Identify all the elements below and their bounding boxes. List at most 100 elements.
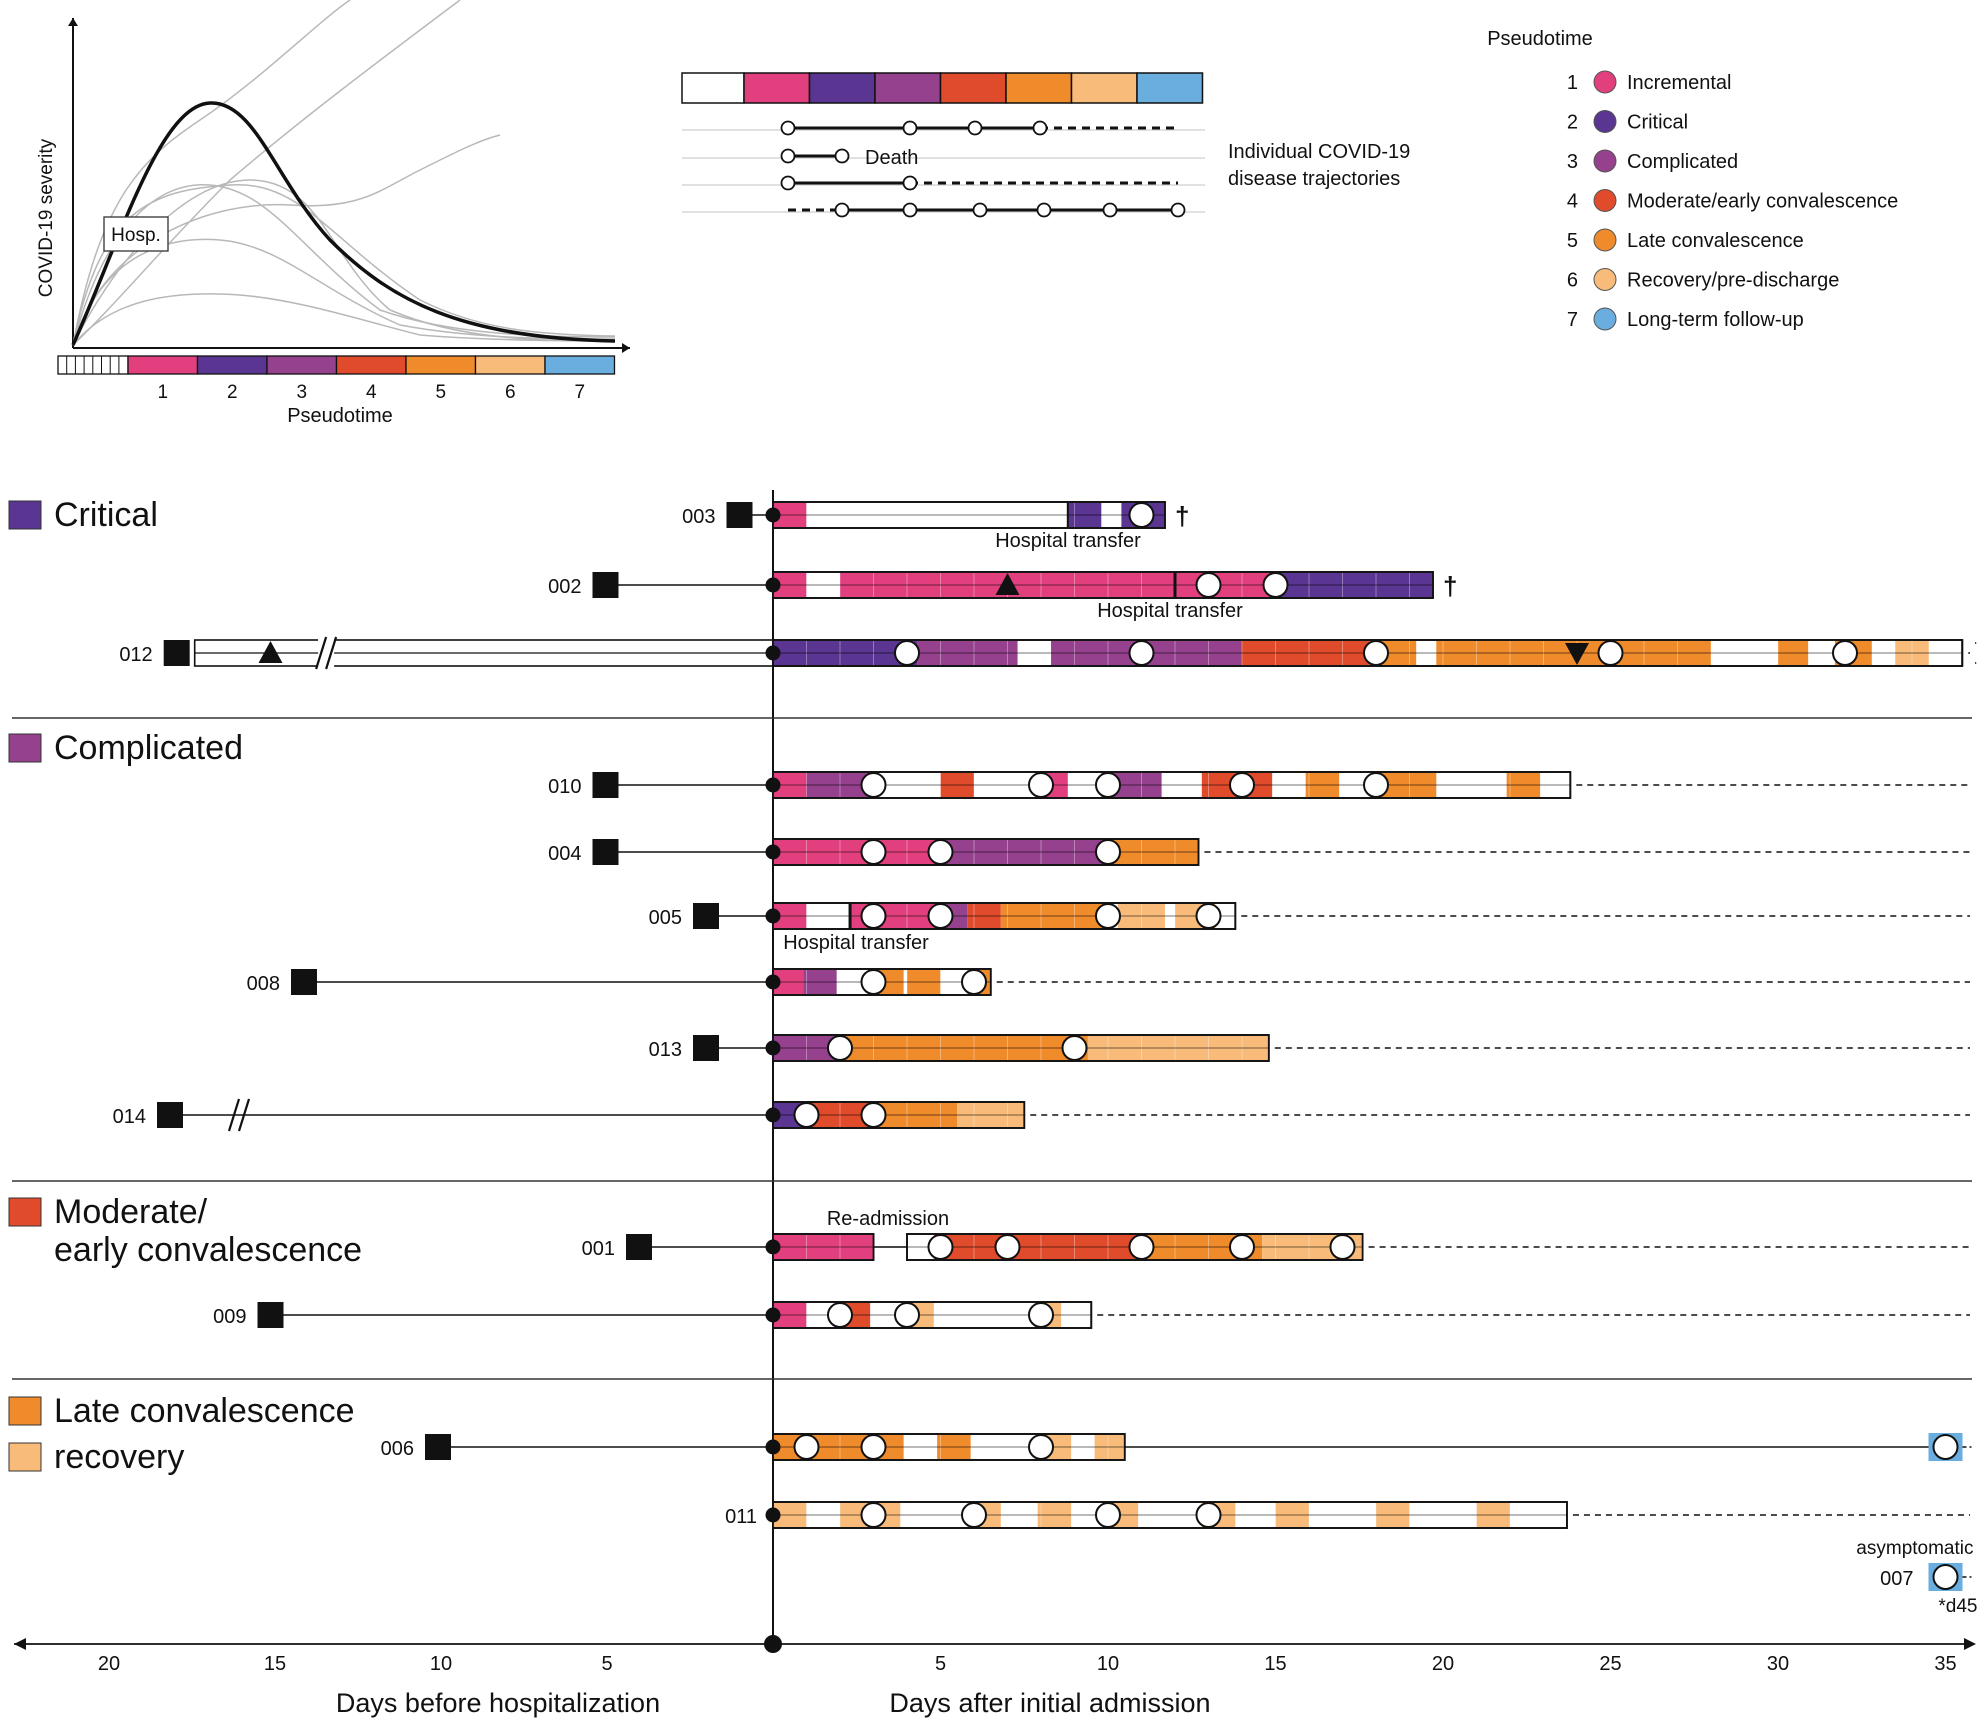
sample-circle [961,969,987,995]
patient-row-009: 009 [213,1301,1970,1329]
symptom-onset-square [592,572,619,598]
patient-row-010: 010 [548,771,1970,799]
sample-circle [894,1302,920,1328]
inset-x-arrow [622,343,630,353]
sample-circle [1128,1234,1155,1260]
patient-id: 004 [548,843,581,865]
inset-pseudotime-tick: 3 [296,382,307,403]
patient-row-013: 013 [649,1034,1970,1062]
group-color-square [8,1197,42,1227]
sample-circle [1363,640,1389,666]
inset-trajectory-curve [72,0,351,346]
event-triangle-up [995,573,1020,595]
sample-circle [793,1102,820,1128]
sample-circle [1095,839,1121,865]
patient-row-006: 006 [381,1433,1972,1461]
sample-circle [927,1234,954,1260]
hospital-stay-outline [906,1233,1364,1261]
patient-id: 008 [247,973,280,995]
group-color-square [8,733,42,763]
death-dagger: † [1443,571,1457,601]
patient-id: 005 [649,907,682,929]
demo-pseudotime-block [743,72,811,104]
admission-dot [765,577,781,593]
legend-label: Critical [1627,112,1688,134]
sample-circle [927,903,954,929]
demo-sample-circle [834,148,850,164]
legend-color-dot [1593,110,1617,133]
legend-color-dot [1593,268,1617,291]
legend-label: Incremental [1627,72,1732,94]
sample-circle [860,1434,887,1460]
group-label: Late convalescence [54,1392,355,1430]
sample-circle [1028,1302,1054,1328]
demo-sample-circle [902,175,918,191]
after-tick-label: 30 [1767,1653,1789,1675]
sample-circle [1128,640,1155,666]
patient-row-004: 004 [548,838,1970,866]
legend-number: 1 [1567,72,1578,94]
legend-number: 3 [1567,151,1578,173]
patient-id: 006 [381,1438,414,1460]
symptom-onset-square [592,772,619,798]
event-triangle-down [1565,643,1589,665]
inset-pseudotime-tick: 2 [227,382,238,403]
demo-caption-line-1: Individual COVID-19 [1228,141,1410,163]
admission-dot [765,844,781,860]
demo-pseudotime-block [808,72,876,104]
patient-row-007: 007 asymptomatic *d45 [1856,1538,1977,1617]
legend-number: 4 [1567,191,1578,213]
legend-label: Long-term follow-up [1627,309,1804,331]
inset-trajectory-curve [72,0,461,346]
admission-dot [765,974,781,990]
sample-circle [827,1035,853,1061]
demo-caption-line-2: disease trajectories [1228,168,1400,190]
legend-number: 2 [1567,112,1578,134]
inset-hosp-label: Hosp. [111,225,161,246]
sample-circle [1932,1434,1959,1460]
inset-pseudotime-block [335,355,407,375]
demo-pseudotime-block [874,72,942,104]
patient-id: 001 [582,1238,615,1260]
patient-row-001: 001 [582,1233,1970,1261]
admission-axis-dot [764,1635,782,1653]
axis-break-gap [318,637,335,669]
event-triangle-up [258,641,283,663]
before-tick-label: 5 [601,1653,612,1675]
sample-circle [827,1302,853,1328]
group-label: early convalescence [54,1231,362,1269]
legend-label: Complicated [1627,151,1738,173]
group-color-square [8,1396,42,1426]
inset-pseudotime-tick: 5 [435,382,446,403]
sample-circle [860,969,887,995]
sample-circle [860,903,887,929]
sample-circle [1061,1035,1088,1061]
legend-color-dot [1593,149,1617,173]
patient-id: 012 [119,644,152,666]
legend-color-dot [1593,307,1617,331]
inset-trajectory-curve [72,184,616,346]
hospital-transfer-label-002: Hospital transfer [1097,600,1243,622]
group-label: Critical [54,496,158,534]
symptom-onset-square [257,1302,284,1328]
axis-break-mark [227,1098,241,1132]
legend-number: 7 [1567,309,1578,331]
inset-pseudotime-block [474,355,546,375]
inset-pseudotime-tick: 6 [505,382,516,403]
inset-y-arrow [68,18,78,26]
symptom-onset-square [693,1035,719,1061]
sample-circle [1262,572,1289,598]
patient-id: 003 [682,506,715,528]
admission-dot [765,1040,781,1056]
patient-id: 014 [113,1106,146,1128]
patient-row-002: 002 † [548,571,1457,601]
legend-title: Pseudotime [1487,28,1593,50]
demo-white-block [681,72,745,104]
sample-circle [1195,572,1222,598]
after-tick-label: 10 [1097,1653,1119,1675]
admission-dot [765,507,781,523]
patient-id: 013 [649,1039,682,1061]
demo-sample-circle [967,120,983,136]
before-tick-label: 10 [430,1653,452,1675]
admission-dot [765,1439,781,1455]
